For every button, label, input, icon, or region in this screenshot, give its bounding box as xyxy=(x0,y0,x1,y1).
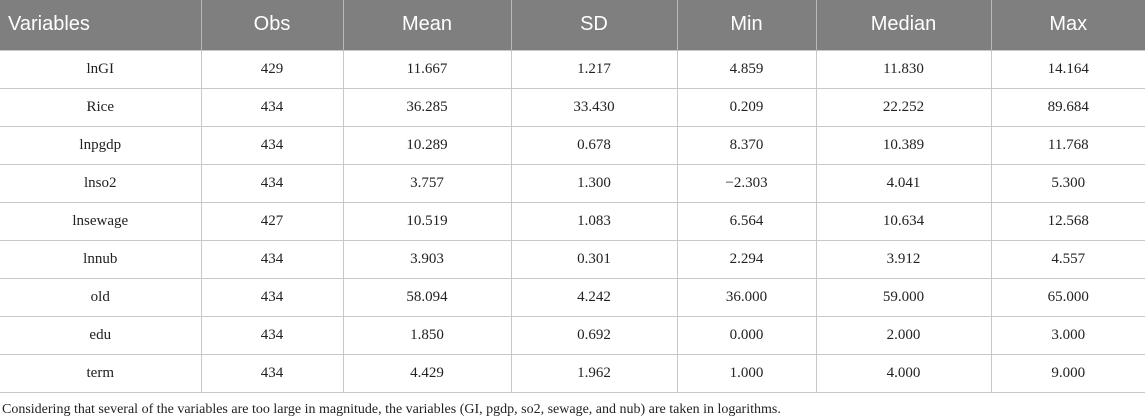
descriptive-statistics-table: Variables Obs Mean SD Min Median Max lnG… xyxy=(0,0,1145,393)
cell-median: 11.830 xyxy=(815,49,992,89)
cell-variable: term xyxy=(0,353,202,393)
cell-sd: 4.242 xyxy=(510,277,678,317)
cell-variable: edu xyxy=(0,315,202,355)
column-header-median: Median xyxy=(815,0,991,50)
cell-variable: lnGI xyxy=(0,49,202,89)
cell-sd: 1.300 xyxy=(510,163,678,203)
cell-min: 6.564 xyxy=(676,201,817,241)
table-row: term 434 4.429 1.962 1.000 4.000 9.000 xyxy=(0,353,1145,393)
cell-mean: 3.903 xyxy=(342,239,512,279)
cell-variable: lnso2 xyxy=(0,163,202,203)
cell-obs: 434 xyxy=(200,163,344,203)
cell-min: 1.000 xyxy=(676,353,817,393)
cell-sd: 0.678 xyxy=(510,125,678,165)
cell-min: 36.000 xyxy=(676,277,817,317)
table-row: lnso2 434 3.757 1.300 −2.303 4.041 5.300 xyxy=(0,163,1145,203)
cell-variable: old xyxy=(0,277,202,317)
cell-min: 4.859 xyxy=(676,49,817,89)
cell-max: 3.000 xyxy=(990,315,1145,355)
cell-obs: 429 xyxy=(200,49,344,89)
cell-variable: lnsewage xyxy=(0,201,202,241)
cell-variable: Rice xyxy=(0,87,202,127)
cell-max: 5.300 xyxy=(990,163,1145,203)
cell-sd: 1.962 xyxy=(510,353,678,393)
cell-max: 14.164 xyxy=(990,49,1145,89)
cell-median: 10.389 xyxy=(815,125,992,165)
table-row: old 434 58.094 4.242 36.000 59.000 65.00… xyxy=(0,277,1145,317)
cell-sd: 1.217 xyxy=(510,49,678,89)
cell-obs: 434 xyxy=(200,239,344,279)
cell-obs: 427 xyxy=(200,201,344,241)
cell-mean: 36.285 xyxy=(342,87,512,127)
cell-median: 4.041 xyxy=(815,163,992,203)
cell-obs: 434 xyxy=(200,353,344,393)
table-row: lnpgdp 434 10.289 0.678 8.370 10.389 11.… xyxy=(0,125,1145,165)
cell-min: 8.370 xyxy=(676,125,817,165)
cell-variable: lnnub xyxy=(0,239,202,279)
cell-max: 89.684 xyxy=(990,87,1145,127)
cell-median: 3.912 xyxy=(815,239,992,279)
cell-median: 4.000 xyxy=(815,353,992,393)
header-row: Variables Obs Mean SD Min Median Max xyxy=(0,0,1145,50)
cell-obs: 434 xyxy=(200,87,344,127)
cell-min: 0.209 xyxy=(676,87,817,127)
cell-max: 65.000 xyxy=(990,277,1145,317)
cell-sd: 1.083 xyxy=(510,201,678,241)
cell-mean: 1.850 xyxy=(342,315,512,355)
table-body: lnGI 429 11.667 1.217 4.859 11.830 14.16… xyxy=(0,49,1145,393)
cell-max: 11.768 xyxy=(990,125,1145,165)
cell-sd: 0.301 xyxy=(510,239,678,279)
cell-sd: 33.430 xyxy=(510,87,678,127)
cell-max: 4.557 xyxy=(990,239,1145,279)
cell-obs: 434 xyxy=(200,125,344,165)
cell-obs: 434 xyxy=(200,315,344,355)
cell-max: 12.568 xyxy=(990,201,1145,241)
table-row: edu 434 1.850 0.692 0.000 2.000 3.000 xyxy=(0,315,1145,355)
cell-median: 2.000 xyxy=(815,315,992,355)
column-header-max: Max xyxy=(990,0,1145,50)
cell-mean: 4.429 xyxy=(342,353,512,393)
cell-sd: 0.692 xyxy=(510,315,678,355)
cell-min: 2.294 xyxy=(676,239,817,279)
cell-obs: 434 xyxy=(200,277,344,317)
cell-mean: 58.094 xyxy=(342,277,512,317)
cell-median: 59.000 xyxy=(815,277,992,317)
table-row: Rice 434 36.285 33.430 0.209 22.252 89.6… xyxy=(0,87,1145,127)
column-header-min: Min xyxy=(676,0,816,50)
cell-min: 0.000 xyxy=(676,315,817,355)
cell-max: 9.000 xyxy=(990,353,1145,393)
cell-mean: 3.757 xyxy=(342,163,512,203)
cell-median: 10.634 xyxy=(815,201,992,241)
table-row: lnnub 434 3.903 0.301 2.294 3.912 4.557 xyxy=(0,239,1145,279)
cell-mean: 10.519 xyxy=(342,201,512,241)
column-header-mean: Mean xyxy=(342,0,511,50)
column-header-variables: Variables xyxy=(8,13,90,36)
cell-mean: 10.289 xyxy=(342,125,512,165)
cell-mean: 11.667 xyxy=(342,49,512,89)
cell-min: −2.303 xyxy=(676,163,817,203)
table-row: lnGI 429 11.667 1.217 4.859 11.830 14.16… xyxy=(0,49,1145,89)
table-footnote: Considering that several of the variable… xyxy=(2,401,781,417)
column-header-sd: SD xyxy=(510,0,677,50)
cell-median: 22.252 xyxy=(815,87,992,127)
table-row: lnsewage 427 10.519 1.083 6.564 10.634 1… xyxy=(0,201,1145,241)
table-header: Variables Obs Mean SD Min Median Max xyxy=(0,0,1145,50)
column-header-obs: Obs xyxy=(200,0,343,50)
cell-variable: lnpgdp xyxy=(0,125,202,165)
